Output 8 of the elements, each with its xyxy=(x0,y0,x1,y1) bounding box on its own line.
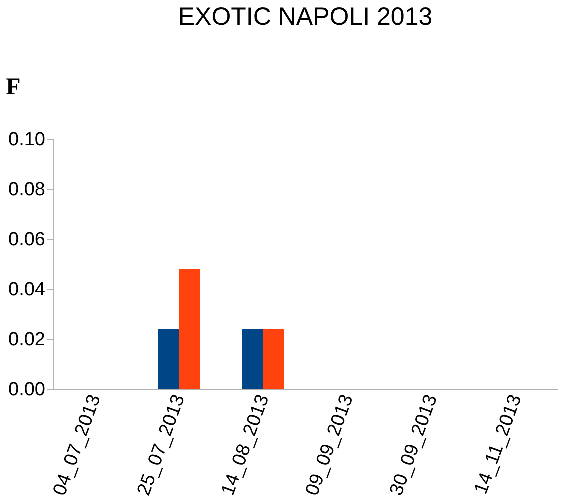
y-tick-label: 0.06 xyxy=(8,230,46,250)
chart-title: EXOTIC NAPOLI 2013 xyxy=(178,3,433,31)
y-tick-label: 0.08 xyxy=(8,180,46,200)
y-tick-label: 0.02 xyxy=(8,330,46,350)
y-tick-label: 0.10 xyxy=(8,130,46,150)
y-tick-label: 0.00 xyxy=(8,380,46,400)
y-axis-title: F xyxy=(6,74,21,100)
y-tick-label: 0.04 xyxy=(8,280,46,300)
